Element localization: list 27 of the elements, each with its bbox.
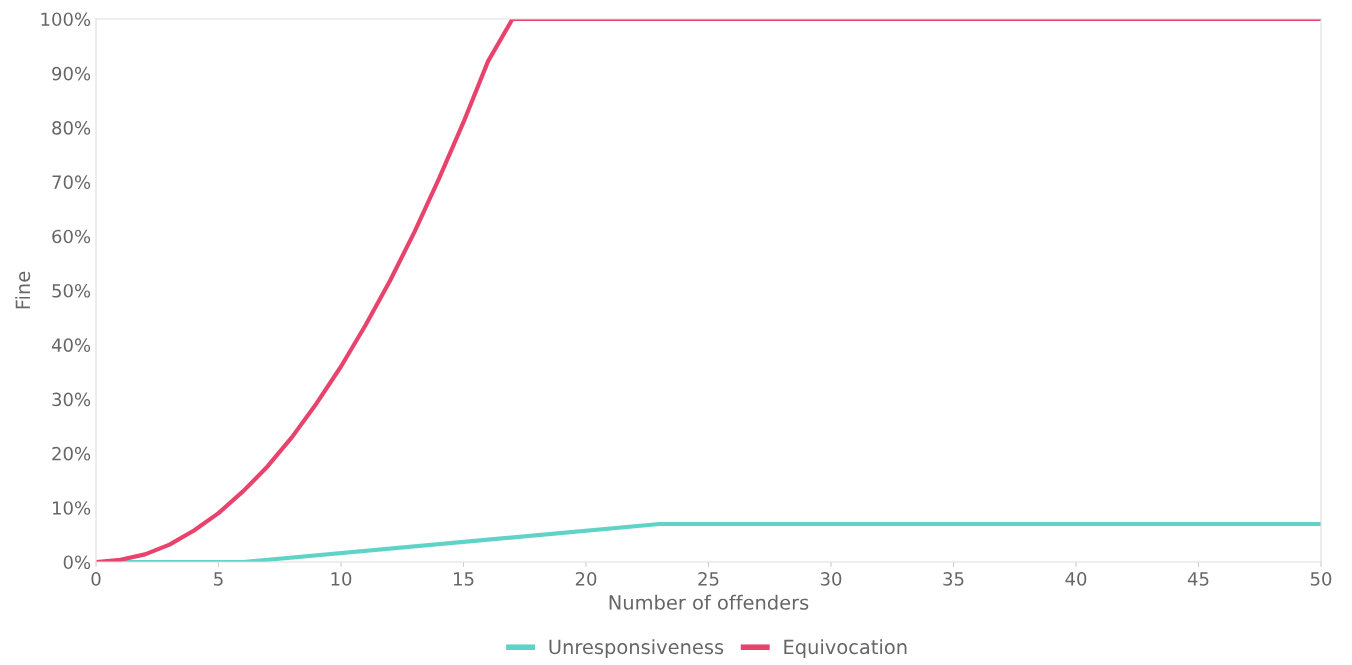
legend-label: Unresponsiveness xyxy=(549,639,724,659)
y-tick-label: 100% xyxy=(41,12,91,27)
y-tick-label: 80% xyxy=(52,121,91,135)
y-tick-label: 10% xyxy=(52,501,91,515)
x-tick-label: 25 xyxy=(698,572,719,586)
y-tick-label: 90% xyxy=(52,66,91,81)
x-tick-label: 40 xyxy=(1065,572,1087,586)
y-axis-title: Fine xyxy=(15,271,31,309)
x-tick-label: 10 xyxy=(331,572,352,586)
x-tick-label: 20 xyxy=(575,572,597,586)
y-tick-label: 40% xyxy=(51,338,91,352)
y-tick-label: 70% xyxy=(52,175,91,190)
x-tick-label: 45 xyxy=(1187,572,1209,586)
legend-label: Equivocation xyxy=(784,639,907,659)
x-tick-label: 5 xyxy=(214,572,223,586)
y-tick-label: 0% xyxy=(63,555,91,570)
line-series xyxy=(96,19,1321,562)
y-tick-label: 20% xyxy=(52,446,91,461)
x-tick-label: 30 xyxy=(820,572,842,586)
y-tick-label: 30% xyxy=(52,392,91,407)
x-tick-label: 50 xyxy=(1310,572,1332,586)
y-tick-label: 60% xyxy=(52,229,91,244)
x-tick-label: 15 xyxy=(454,572,474,586)
x-tick-label: 0 xyxy=(91,572,101,586)
y-tick-label: 50% xyxy=(52,283,91,298)
x-tick-label: 35 xyxy=(943,572,964,586)
x-axis-title: Number of offenders xyxy=(609,594,809,610)
